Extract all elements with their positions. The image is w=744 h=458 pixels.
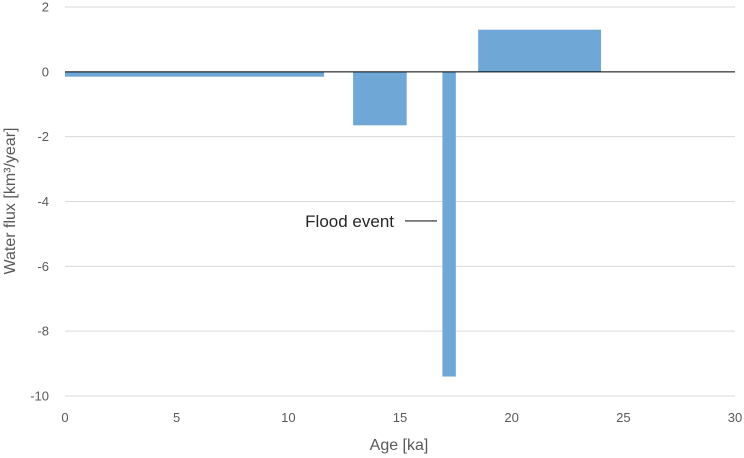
x-tick-label: 10 [281, 410, 295, 425]
y-tick-label: -10 [30, 389, 49, 404]
y-axis-title: Water flux [km³/year] [2, 128, 19, 275]
x-axis-title: Age [ka] [370, 437, 429, 454]
bar-2 [353, 71, 407, 126]
x-tick-label: 20 [504, 410, 518, 425]
bars [65, 29, 601, 377]
gridlines [65, 6, 735, 397]
bar-4 [478, 29, 601, 72]
y-tick-label: -8 [37, 324, 49, 339]
y-tick-labels: 2 0 -2 -4 -6 -8 -10 [30, 0, 49, 404]
y-tick-label: -4 [37, 194, 49, 209]
y-tick-label: -6 [37, 259, 49, 274]
x-tick-label: 25 [616, 410, 630, 425]
y-tick-label: 2 [42, 0, 49, 15]
x-tick-label: 0 [61, 410, 68, 425]
y-tick-label: -2 [37, 129, 49, 144]
bar-1 [65, 71, 325, 77]
x-tick-label: 5 [173, 410, 180, 425]
x-tick-label: 15 [393, 410, 407, 425]
x-tick-label: 30 [728, 410, 742, 425]
flood-event-annotation: Flood event [305, 212, 394, 231]
x-tick-labels: 0 5 10 15 20 25 30 [61, 410, 742, 425]
annotations: Flood event [305, 212, 437, 231]
y-tick-label: 0 [42, 64, 49, 79]
bar-3 [442, 71, 456, 377]
